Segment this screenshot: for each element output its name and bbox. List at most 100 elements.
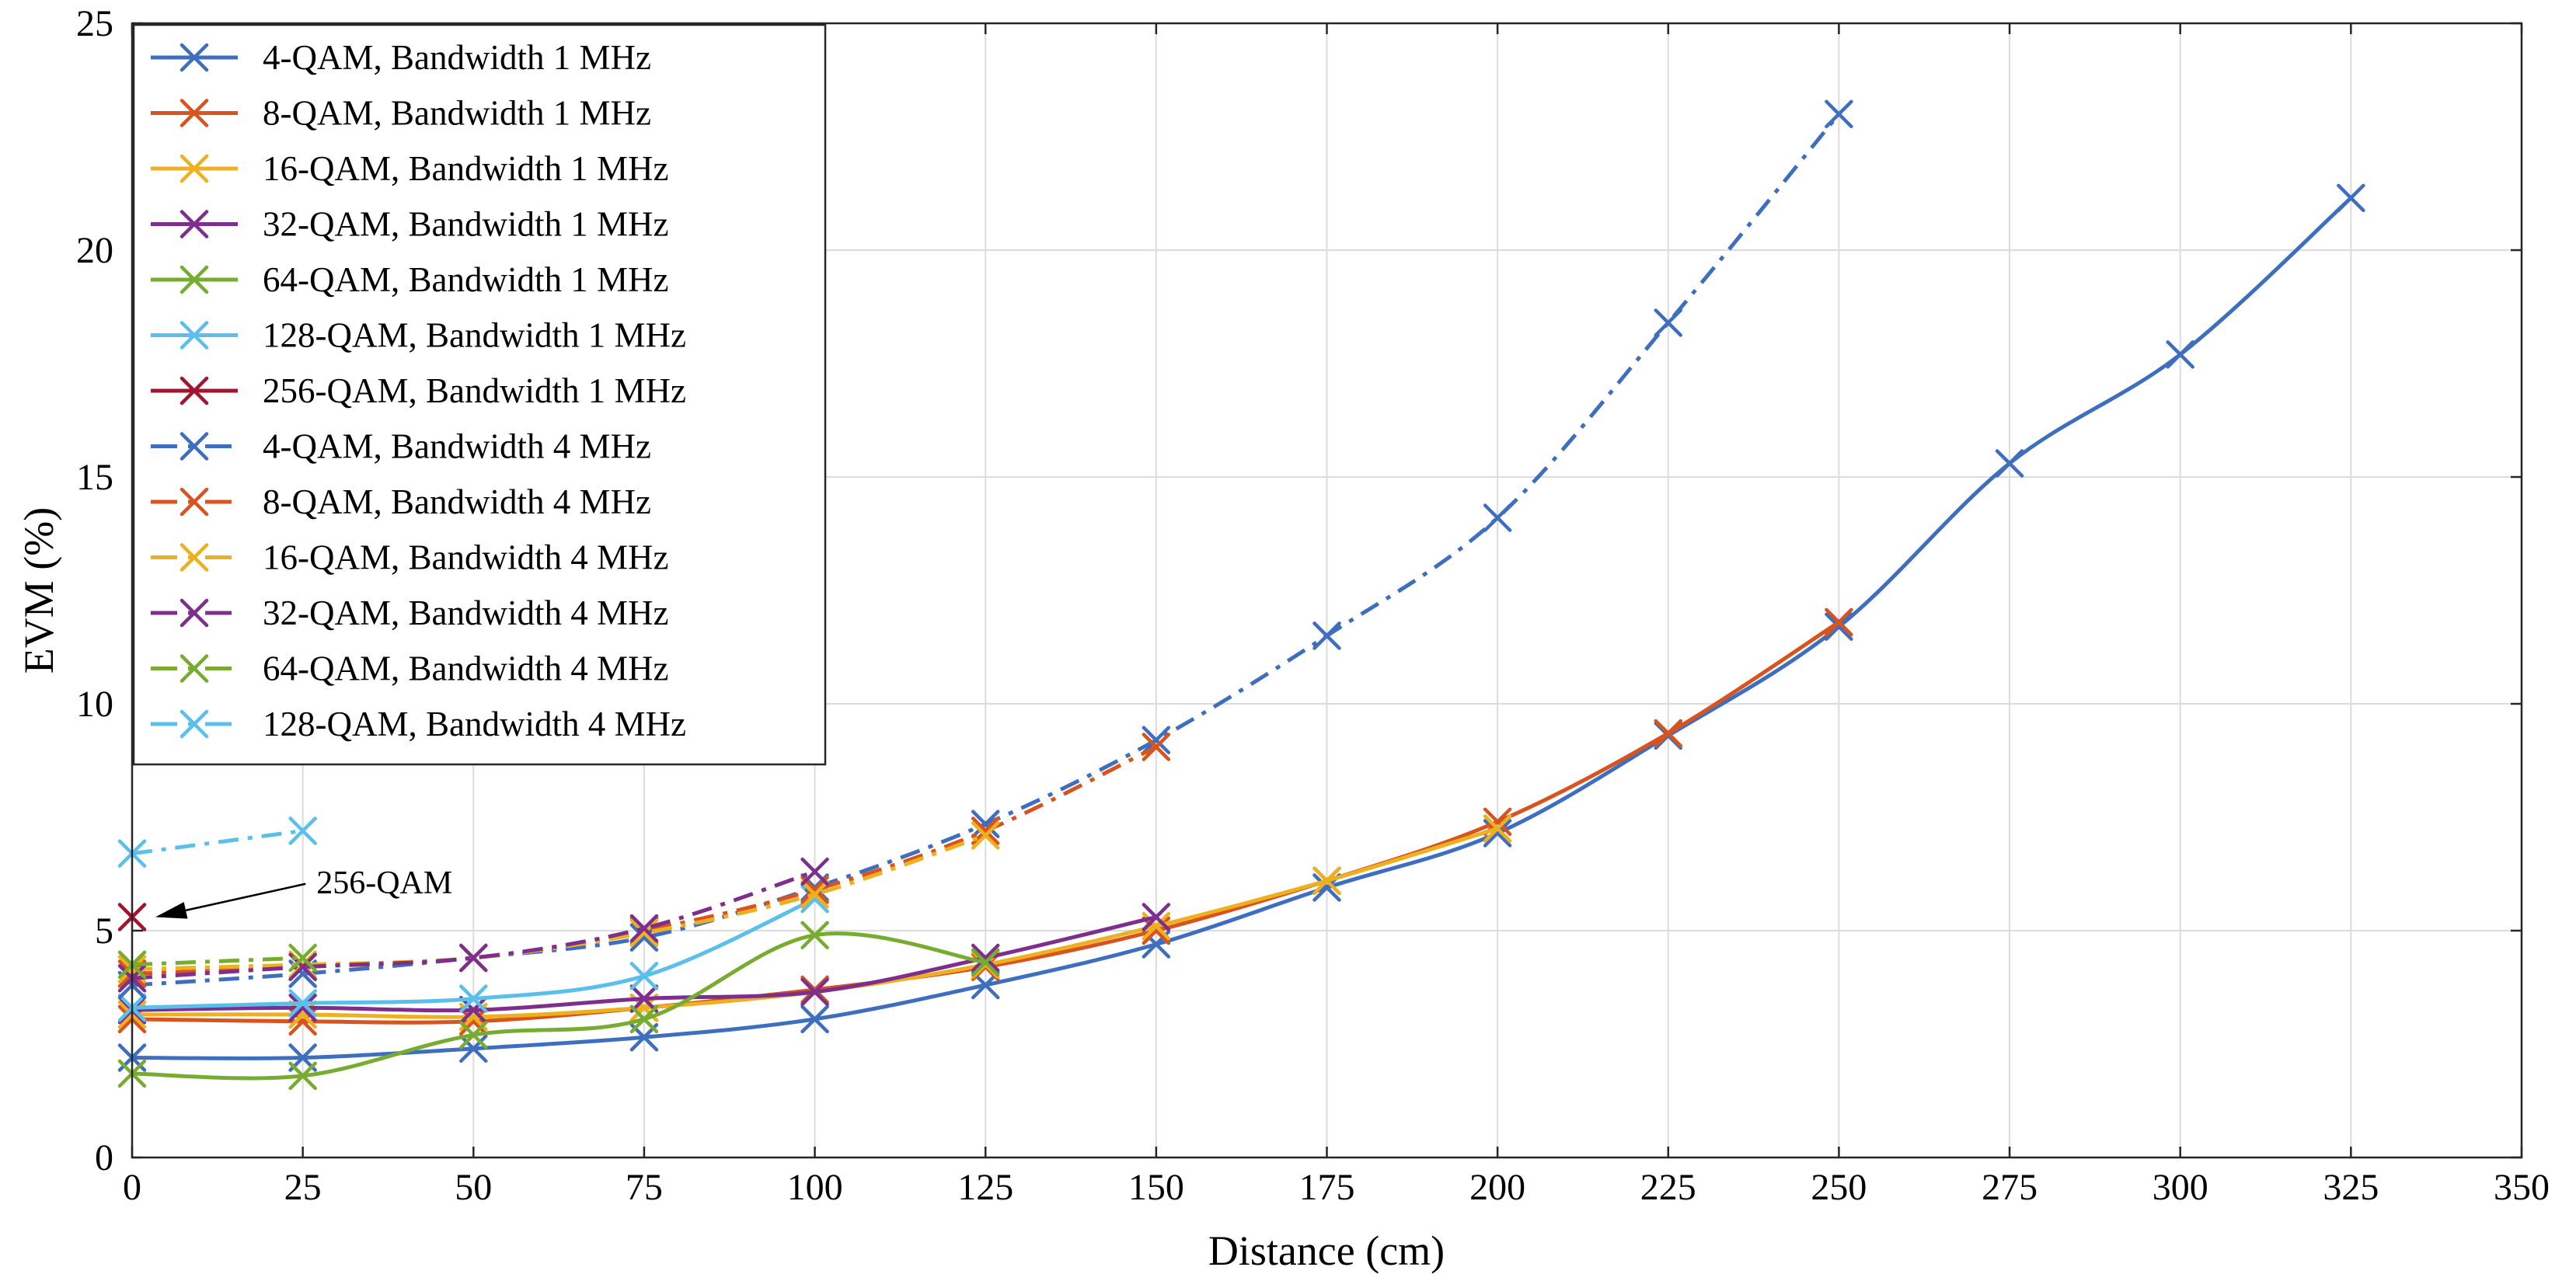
x-ticks: 0 25 50 75 100 125 150 175 200 225 250 275 300 325 350 xyxy=(123,23,2550,1208)
legend-label: 4-QAM, Bandwidth 1 MHz xyxy=(263,38,651,77)
data-point-marker xyxy=(971,821,1000,850)
y-ticks: 0 5 10 15 20 25 xyxy=(76,3,2522,1178)
y-tick-label: 15 xyxy=(76,457,113,498)
legend-item: 16-QAM, Bandwidth 4 MHz xyxy=(151,538,668,577)
x-tick-label: 50 xyxy=(455,1167,492,1208)
legend-label: 64-QAM, Bandwidth 4 MHz xyxy=(263,649,668,688)
legend: 4-QAM, Bandwidth 1 MHz 8-QAM, Bandwidth 1… xyxy=(132,23,827,766)
plot-series xyxy=(117,99,2365,1091)
y-axis-label: EVM (%) xyxy=(16,507,62,674)
data-point-marker xyxy=(1654,719,1683,748)
legend-label: 16-QAM, Bandwidth 4 MHz xyxy=(263,538,668,577)
legend-label: 256-QAM, Bandwidth 1 MHz xyxy=(263,371,686,410)
x-tick-label: 275 xyxy=(1982,1167,2037,1208)
x-axis-label: Distance (cm) xyxy=(1208,1227,1445,1274)
legend-marker xyxy=(180,99,209,127)
legend-marker xyxy=(180,654,209,683)
legend-label: 32-QAM, Bandwidth 1 MHz xyxy=(263,205,668,244)
data-point-marker xyxy=(800,857,829,886)
legend-marker xyxy=(180,154,209,183)
series xyxy=(117,903,1171,1025)
legend-item: 4-QAM, Bandwidth 1 MHz xyxy=(151,38,651,77)
data-point-marker xyxy=(459,1021,488,1050)
x-tick-label: 25 xyxy=(284,1167,322,1208)
data-point-marker xyxy=(459,995,488,1025)
legend-marker xyxy=(180,432,209,461)
data-point-marker xyxy=(1654,308,1683,337)
x-tick-label: 250 xyxy=(1811,1167,1867,1208)
annotation-256-qam: 256-QAM xyxy=(155,865,452,919)
legend-label: 16-QAM, Bandwidth 1 MHz xyxy=(263,149,668,188)
series-line xyxy=(131,829,303,856)
legend-item: 128-QAM, Bandwidth 4 MHz xyxy=(151,705,686,743)
annotation-arrow-line xyxy=(185,882,306,912)
legend-item: 4-QAM, Bandwidth 4 MHz xyxy=(151,427,651,466)
data-point-marker xyxy=(1312,621,1341,650)
y-tick-label: 5 xyxy=(95,910,113,952)
data-point-marker xyxy=(1312,866,1341,896)
legend-box xyxy=(132,23,827,766)
data-point-marker xyxy=(971,948,1000,977)
legend-label: 4-QAM, Bandwidth 4 MHz xyxy=(263,427,651,466)
data-point-marker xyxy=(459,943,488,973)
x-tick-label: 0 xyxy=(123,1167,141,1208)
x-tick-label: 125 xyxy=(957,1167,1013,1208)
data-point-marker xyxy=(288,816,317,845)
data-point-marker xyxy=(1142,733,1171,761)
y-tick-label: 10 xyxy=(76,684,113,725)
legend-item: 64-QAM, Bandwidth 4 MHz xyxy=(151,649,668,688)
data-point-marker xyxy=(459,1007,488,1036)
x-tick-label: 350 xyxy=(2494,1167,2550,1208)
legend-label: 8-QAM, Bandwidth 1 MHz xyxy=(263,94,651,133)
y-tick-label: 0 xyxy=(95,1137,113,1178)
legend-marker xyxy=(180,265,209,294)
data-point-marker xyxy=(629,984,659,1013)
legend-label: 8-QAM, Bandwidth 4 MHz xyxy=(263,482,651,521)
series xyxy=(117,884,829,1022)
legend-item: 8-QAM, Bandwidth 1 MHz xyxy=(151,94,651,133)
legend-marker xyxy=(180,709,209,739)
data-point-marker xyxy=(1142,903,1171,931)
data-point-marker xyxy=(971,809,1000,839)
legend-item: 64-QAM, Bandwidth 1 MHz xyxy=(151,260,668,299)
legend-item: 128-QAM, Bandwidth 1 MHz xyxy=(151,316,686,355)
data-point-marker xyxy=(288,989,317,1018)
data-point-marker xyxy=(629,962,659,990)
x-tick-label: 175 xyxy=(1299,1167,1355,1208)
data-point-marker xyxy=(1825,612,1853,641)
data-point-marker xyxy=(2337,183,2365,213)
data-point-marker xyxy=(288,994,317,1022)
series-line xyxy=(131,931,986,1081)
data-point-marker xyxy=(800,977,829,1007)
x-tick-label: 150 xyxy=(1128,1167,1184,1208)
series-line xyxy=(131,869,816,980)
series-line xyxy=(131,620,1840,1025)
series xyxy=(117,183,2365,1072)
data-point-marker xyxy=(1825,99,1853,129)
legend-label: 32-QAM, Bandwidth 4 MHz xyxy=(263,594,668,632)
legend-marker xyxy=(180,543,209,572)
data-point-marker xyxy=(1483,503,1512,532)
data-point-marker xyxy=(459,1034,488,1063)
data-point-marker xyxy=(629,914,659,943)
data-point-marker xyxy=(1142,726,1171,754)
data-point-marker xyxy=(629,1004,659,1034)
data-point-marker xyxy=(1825,607,1853,637)
data-point-marker xyxy=(1483,814,1512,843)
legend-marker xyxy=(180,376,209,406)
legend-marker xyxy=(180,210,209,238)
y-tick-label: 20 xyxy=(76,230,113,271)
annotation-text: 256-QAM xyxy=(316,865,452,901)
legend-item: 8-QAM, Bandwidth 4 MHz xyxy=(151,482,651,521)
data-point-marker xyxy=(288,943,317,973)
legend-marker xyxy=(180,43,209,72)
data-point-marker xyxy=(800,880,829,909)
legend-item: 256-QAM, Bandwidth 1 MHz xyxy=(151,371,686,410)
data-point-marker xyxy=(800,921,829,950)
data-point-marker xyxy=(459,984,488,1013)
legend-label: 128-QAM, Bandwidth 4 MHz xyxy=(263,705,686,743)
x-tick-label: 225 xyxy=(1640,1167,1696,1208)
legend-marker xyxy=(180,598,209,628)
legend-item: 32-QAM, Bandwidth 1 MHz xyxy=(151,205,668,244)
